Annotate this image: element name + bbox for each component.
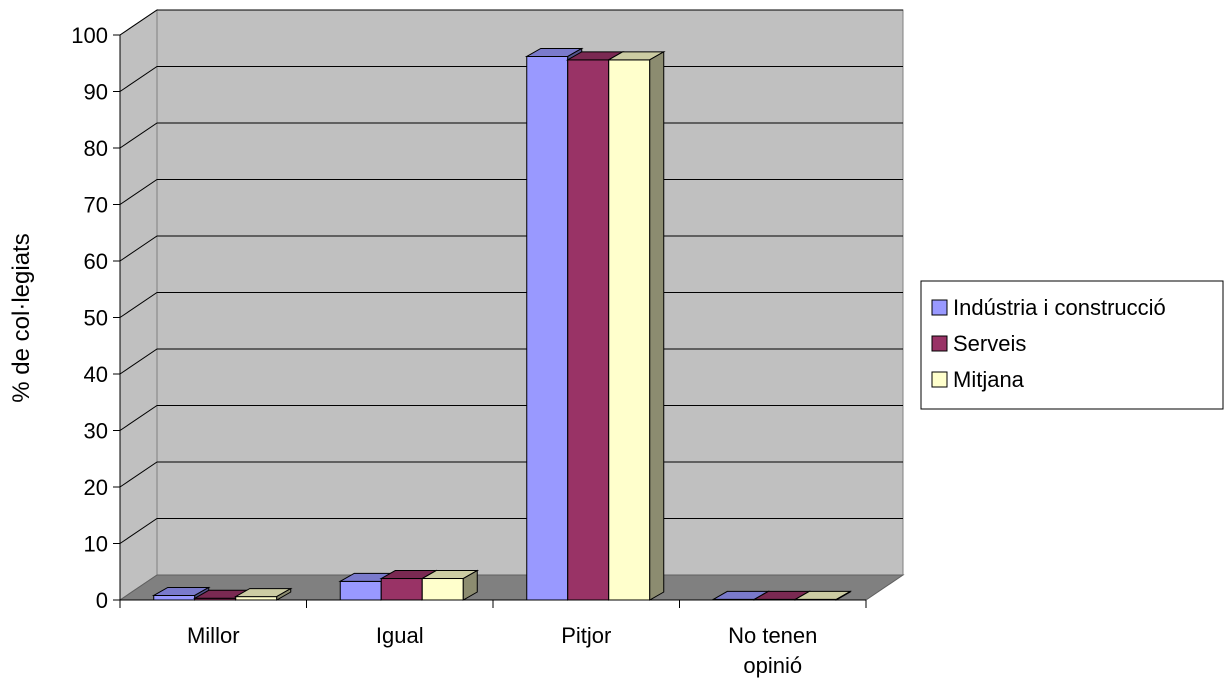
- plot-walls: [118, 9, 905, 601]
- x-category-label: Igual: [376, 623, 424, 648]
- legend: Indústria i construcció Serveis Mitjana: [920, 280, 1224, 410]
- gridline: [119, 9, 903, 36]
- bar: [793, 590, 853, 601]
- legend-label: Mitjana: [953, 367, 1025, 392]
- legend-box: [920, 280, 1224, 410]
- legend-swatch: [931, 371, 948, 388]
- bar: [420, 569, 480, 601]
- bars: [151, 47, 853, 601]
- x-category-label: No tenen opinió: [728, 623, 817, 678]
- y-tick-label: 80: [84, 136, 108, 161]
- y-axis-label: % de col·legiats: [8, 233, 35, 402]
- legend-label: Indústria i construcció: [953, 295, 1166, 320]
- y-tick-label: 70: [84, 193, 108, 218]
- y-tick-label: 100: [71, 23, 108, 48]
- y-tick-label: 30: [84, 419, 108, 444]
- y-tick-label: 20: [84, 475, 108, 500]
- x-category-label: Pitjor: [561, 623, 611, 648]
- legend-swatch: [931, 335, 948, 352]
- legend-label: Serveis: [953, 331, 1026, 356]
- y-tick-label: 10: [84, 532, 108, 557]
- y-tick-label: 60: [84, 249, 108, 274]
- y-tick-label: 40: [84, 362, 108, 387]
- bar: [606, 50, 666, 601]
- bar: [233, 587, 293, 601]
- x-category-label: Millor: [187, 623, 240, 648]
- y-tick-label: 90: [84, 80, 108, 105]
- legend-swatch: [931, 299, 948, 316]
- y-tick-labels: 0 10 20 30 40 50 60 70 80 90 100: [71, 23, 108, 613]
- y-tick-label: 50: [84, 306, 108, 331]
- x-category-labels: Millor Igual Pitjor No tenen opinió: [187, 623, 817, 678]
- y-tick-label: 0: [96, 588, 108, 613]
